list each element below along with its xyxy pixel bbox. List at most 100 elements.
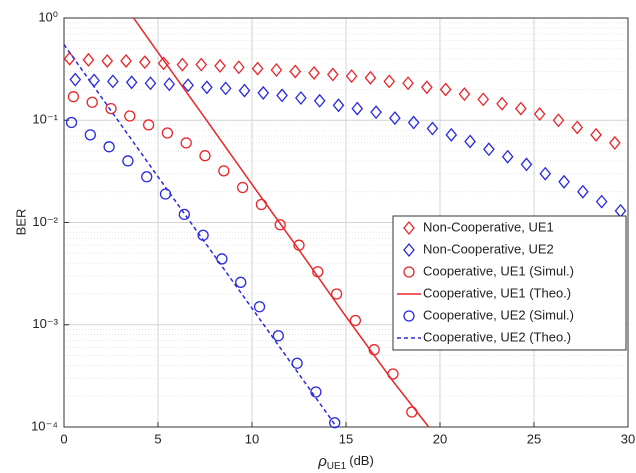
circle-marker [122,155,134,167]
diamond-marker [458,87,471,102]
diamond-marker [345,69,358,84]
x-axis-symbol: ρ [317,453,327,470]
diamond-marker [270,62,283,78]
diamond-marker [552,113,565,128]
diamond-marker [520,157,533,172]
diamond-marker [351,101,364,116]
circle-marker [67,91,80,103]
circle-marker [329,417,341,429]
diamond-marker [571,120,584,135]
circle-marker [180,137,192,149]
circle-marker [216,253,228,265]
diamond-marker [595,194,608,209]
diamond-marker [383,74,396,89]
legend-box [392,215,627,351]
diamond-marker [364,70,377,85]
diamond-marker [201,80,213,95]
circle-marker [274,219,286,231]
diamond-marker [82,52,95,67]
diamond-marker [257,85,270,100]
circle-marker [235,276,247,288]
circle-marker [253,301,266,313]
diamond-marker [445,127,458,142]
diamond-marker [69,72,82,87]
legend-label: Cooperative, UE2 (Simul.) [423,307,574,322]
legend-label: Cooperative, UE2 (Theo.) [423,329,571,344]
x-axis-subscript: UE1 [327,461,347,472]
diamond-marker [464,134,476,149]
diamond-marker [496,96,508,111]
circle-marker [236,181,249,194]
legend-label: Cooperative, UE1 (Simul.) [423,263,574,278]
diamond-marker [219,81,232,96]
circle-marker [291,357,303,369]
diamond-marker [403,242,415,258]
circle-marker [161,127,174,139]
diamond-marker [407,115,420,130]
diamond-marker [590,127,602,142]
diamond-marker [195,57,208,72]
diamond-marker [308,65,320,80]
x-tick-label: 10 [245,431,259,446]
x-axis-unit: (dB) [349,453,374,468]
diamond-marker [276,88,288,103]
diamond-marker [608,135,621,150]
circle-marker [218,165,230,177]
diamond-marker [107,74,119,89]
plot-frame [63,17,629,428]
diamond-marker [514,101,527,116]
diamond-marker [402,76,414,91]
diamond-marker [539,166,552,181]
series-line [132,18,430,427]
circle-marker [178,208,190,221]
circle-marker [65,116,78,129]
legend-label: Cooperative, UE1 (Theo.) [423,285,571,300]
circle-marker [103,141,115,153]
diamond-marker [214,58,226,73]
y-tick-label: 10⁰ [38,9,58,24]
x-tick-label: 20 [433,431,447,446]
circle-marker [272,330,284,342]
diamond-marker [138,55,151,70]
y-tick-label: 10⁻² [32,214,58,229]
x-tick-label: 5 [154,431,161,446]
diamond-marker [182,78,194,93]
y-axis-label: BER [13,209,28,236]
x-tick-label: 25 [527,431,541,446]
x-tick-label: 30 [621,431,635,446]
diamond-marker [483,142,495,157]
circle-marker [199,150,211,162]
diamond-marker [420,80,433,95]
diamond-marker [251,61,264,76]
x-tick-label: 15 [339,431,353,446]
diamond-marker [157,56,170,71]
diamond-marker [403,220,415,236]
circle-marker [403,266,415,278]
diamond-marker [332,98,345,113]
diamond-marker [389,111,401,126]
diamond-marker [120,53,132,68]
diamond-marker [238,83,251,98]
diamond-marker [439,82,452,97]
legend-label: Non-Cooperative, UE2 [423,241,554,256]
circle-marker [349,314,362,327]
diamond-marker [163,77,176,92]
diamond-marker [295,90,307,106]
legend-label: Non-Cooperative, UE1 [423,219,554,234]
diamond-marker [101,53,114,68]
circle-marker [105,102,117,115]
x-tick-label: 0 [60,431,67,446]
diamond-marker [176,57,189,72]
circle-marker [403,310,415,322]
diamond-marker [326,67,339,82]
diamond-marker [144,76,157,91]
diamond-marker [558,174,570,189]
circle-marker [142,119,155,131]
diamond-marker [533,107,546,122]
circle-marker [84,129,96,141]
x-axis-label: ρUE1 (dB) [317,453,374,472]
diamond-marker [125,75,138,90]
diamond-marker [232,60,245,75]
diamond-marker [370,105,382,120]
